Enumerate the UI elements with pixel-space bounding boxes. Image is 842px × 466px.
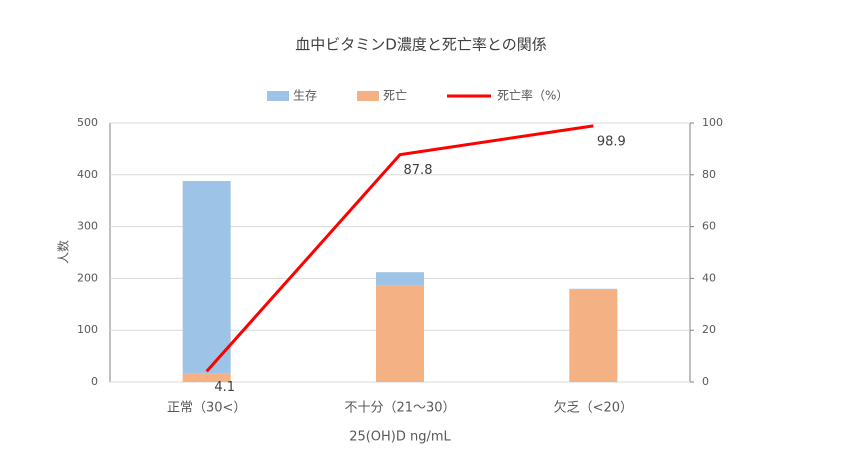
y-tick-label: 200: [77, 271, 98, 284]
bar: [376, 272, 424, 286]
legend-swatch: [267, 91, 289, 101]
y-tick-label: 100: [77, 323, 98, 336]
data-label: 87.8: [404, 163, 433, 178]
x-tick-label: 不十分（21～30）: [344, 401, 455, 416]
bar: [376, 285, 424, 382]
y2-tick-label: 80: [702, 168, 716, 181]
bar: [182, 373, 231, 382]
y-axis-title: 人数: [56, 240, 71, 264]
legend-label: 死亡率（%）: [497, 88, 568, 103]
y-tick-label: 500: [77, 116, 98, 129]
data-label: 98.9: [597, 134, 626, 149]
y2-tick-label: 100: [702, 116, 723, 129]
y2-tick-label: 0: [702, 375, 709, 388]
bar: [182, 181, 231, 374]
y2-tick-label: 40: [702, 271, 716, 284]
data-label: 4.1: [214, 380, 235, 395]
bar: [569, 289, 618, 382]
x-axis-title: 25(OH)D ng/mL: [349, 430, 451, 445]
bar: [569, 288, 618, 290]
legend-label: 生存: [293, 89, 317, 103]
y-tick-label: 300: [77, 220, 98, 233]
y2-tick-label: 60: [702, 220, 716, 233]
x-tick-label: 欠乏（<20）: [554, 400, 633, 416]
chart-title: 血中ビタミンD濃度と死亡率との関係: [295, 36, 546, 54]
line: [205, 124, 594, 373]
legend-label: 死亡: [383, 89, 407, 103]
y-tick-label: 400: [77, 168, 98, 181]
legend-swatch: [357, 91, 379, 101]
y-tick-label: 0: [91, 375, 98, 388]
x-tick-label: 正常（30<）: [167, 401, 246, 416]
y2-tick-label: 20: [702, 323, 716, 336]
